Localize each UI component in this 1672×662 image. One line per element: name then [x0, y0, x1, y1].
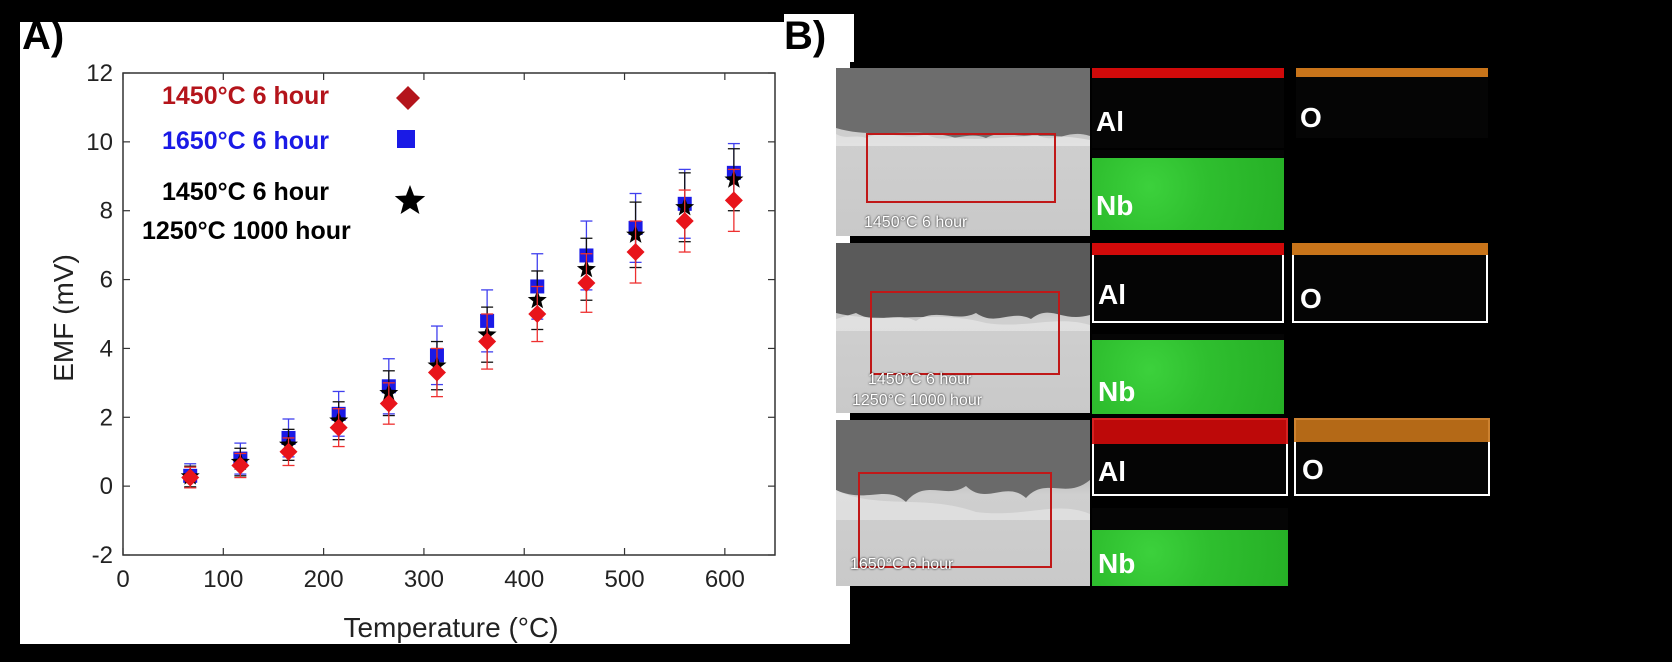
- y-tick-label: 6: [100, 267, 113, 294]
- al-label-2: Al: [1098, 279, 1126, 310]
- nb-label-3: Nb: [1098, 548, 1136, 579]
- plot-frame: [122, 72, 776, 556]
- al-map-1: Al: [1092, 68, 1284, 148]
- data-marks: [180, 142, 744, 489]
- sem-caption-3: 1650°C 6 hour: [850, 556, 954, 573]
- panel-b-label-background: [784, 14, 854, 62]
- legend-entry-3-label-line1: 1450°C 6 hour: [162, 178, 329, 206]
- legend-star-marker: [394, 185, 426, 214]
- al-map-2: Al: [1092, 243, 1284, 323]
- sem-image-3: 1650°C 6 hour: [836, 420, 1090, 586]
- diamond-point: [329, 418, 348, 437]
- y-tick-label: 2: [100, 404, 113, 431]
- legend-square-marker: [397, 130, 415, 148]
- al-label-3: Al: [1098, 456, 1126, 487]
- roi-box-3: [858, 472, 1052, 568]
- nb-fill-3: [1092, 530, 1288, 586]
- y-axis-label: EMF (mV): [48, 254, 79, 382]
- x-tick-label: 600: [705, 566, 745, 593]
- legend: 1450°C 6 hour 1650°C 6 hour 1450°C 6 hou…: [142, 82, 426, 245]
- sem-caption-2-line2: 1250°C 1000 hour: [852, 392, 983, 409]
- legend-entry-3-label-line2: 1250°C 1000 hour: [142, 217, 351, 245]
- al-band-1: [1092, 68, 1284, 78]
- o-label-2: O: [1300, 283, 1322, 314]
- nb-label-2: Nb: [1098, 376, 1136, 407]
- al-band-2: [1092, 243, 1284, 255]
- x-tick-label: 200: [304, 566, 344, 593]
- diamond-point: [577, 274, 596, 293]
- diamond-point: [379, 394, 398, 413]
- y-tick-label: 8: [100, 198, 113, 225]
- x-tick-label: 100: [203, 566, 243, 593]
- sem-oxide-texture-3: [836, 420, 1090, 520]
- nb-map-2: Nb: [1092, 334, 1284, 414]
- o-band-1: [1296, 68, 1488, 77]
- y-tick-label: 4: [100, 335, 113, 362]
- diamond-point: [478, 332, 497, 351]
- sem-image-1: 1450°C 6 hour: [836, 68, 1090, 236]
- panel-a-label: A): [22, 14, 65, 58]
- y-tick-label: 10: [86, 129, 113, 156]
- x-tick-label: 0: [116, 566, 129, 593]
- roi-box-1: [866, 133, 1056, 203]
- diamond-point: [724, 191, 743, 210]
- y-tick-label: -2: [92, 542, 113, 569]
- panel-b-label: B): [784, 14, 827, 58]
- axes: [122, 72, 776, 556]
- diamond-point: [231, 456, 250, 475]
- nb-fill-1: [1092, 158, 1284, 230]
- diamond-point: [675, 212, 694, 231]
- o-map-2: O: [1292, 243, 1488, 323]
- nb-map-3: Nb: [1092, 508, 1288, 586]
- diamond-point: [279, 442, 298, 461]
- al-band-3: [1092, 418, 1288, 444]
- diamond-point: [427, 363, 446, 382]
- nb-label-1: Nb: [1096, 190, 1134, 221]
- o-label-1: O: [1300, 102, 1322, 133]
- x-tick-label: 300: [404, 566, 444, 593]
- chart-card: [20, 22, 850, 644]
- sem-caption-1: 1450°C 6 hour: [864, 214, 968, 231]
- x-tick-label: 500: [605, 566, 645, 593]
- y-tick-label: 12: [86, 60, 113, 87]
- al-map-3: Al: [1092, 418, 1288, 496]
- sem-image-2: 1450°C 6 hour 1250°C 1000 hour: [836, 243, 1090, 413]
- legend-diamond-marker: [396, 86, 420, 110]
- o-band-2: [1292, 243, 1488, 255]
- x-tick-label: 400: [504, 566, 544, 593]
- sem-oxide-texture-1: [836, 68, 1090, 146]
- x-axis-label: Temperature (°C): [343, 612, 558, 643]
- diamond-point: [181, 468, 200, 487]
- legend-entry-2-label: 1650°C 6 hour: [162, 127, 329, 155]
- o-band-3: [1294, 418, 1490, 442]
- nb-map-1: Nb: [1092, 150, 1284, 230]
- nb-fill-2: [1092, 340, 1284, 414]
- sem-caption-2-line1: 1450°C 6 hour: [868, 371, 972, 388]
- legend-entry-1-label: 1450°C 6 hour: [162, 82, 329, 110]
- sem-oxide-texture-2: [836, 243, 1090, 331]
- diamond-point: [626, 243, 645, 262]
- roi-box-2: [870, 291, 1060, 375]
- diamond-point: [528, 305, 547, 323]
- y-tick-label: 0: [100, 473, 113, 500]
- al-label-1: Al: [1096, 106, 1124, 137]
- o-label-3: O: [1302, 454, 1324, 485]
- o-map-1: O: [1296, 68, 1488, 138]
- o-map-3: O: [1294, 418, 1490, 496]
